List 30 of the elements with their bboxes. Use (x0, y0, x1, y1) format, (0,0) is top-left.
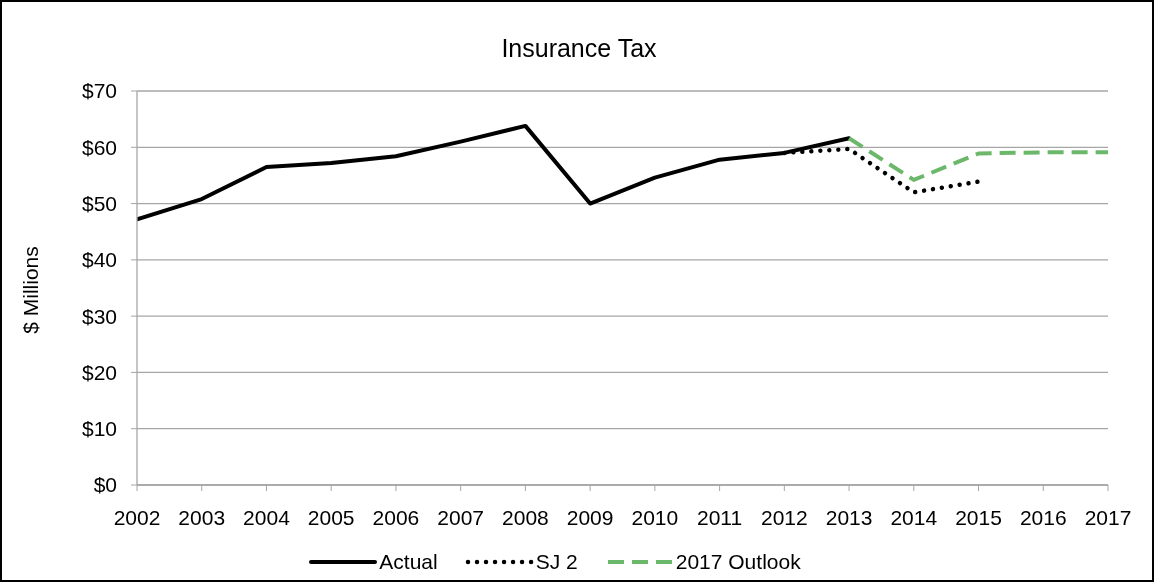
x-tick-label: 2006 (372, 505, 420, 529)
y-tick-label: $40 (81, 248, 117, 272)
chart-title: Insurance Tax (500, 33, 658, 63)
x-tick-label: 2015 (955, 505, 1002, 529)
x-tick-label: 2016 (1019, 505, 1067, 529)
x-tick-label: 2017 (1084, 505, 1132, 529)
y-tick-label: $10 (81, 417, 117, 441)
y-tick-label: $30 (81, 304, 117, 328)
legend-label: SJ 2 (535, 550, 578, 574)
x-tick-label: 2002 (113, 505, 161, 529)
x-tick-label: 2011 (697, 505, 743, 529)
y-tick-label: $0 (93, 473, 117, 497)
y-axis-title: $ Millions (19, 246, 43, 334)
x-tick-label: 2008 (502, 505, 549, 529)
x-tick-label: 2013 (825, 505, 873, 529)
y-tick-label: $50 (81, 192, 117, 216)
x-tick-label: 2007 (437, 505, 485, 529)
x-tick-label: 2014 (890, 505, 938, 529)
x-tick-label: 2005 (307, 505, 355, 529)
legend-label: 2017 Outlook (675, 550, 801, 574)
x-tick-label: 2009 (566, 505, 614, 529)
y-tick-label: $20 (81, 360, 117, 384)
y-tick-label: $70 (81, 79, 117, 103)
y-tick-label: $60 (81, 135, 117, 159)
legend-label: Actual (379, 550, 438, 574)
x-tick-label: 2010 (631, 505, 679, 529)
x-tick-label: 2003 (178, 505, 226, 529)
line-series (847, 136, 1108, 182)
x-tick-label: 2012 (760, 505, 808, 529)
x-tick-label: 2004 (243, 505, 291, 529)
